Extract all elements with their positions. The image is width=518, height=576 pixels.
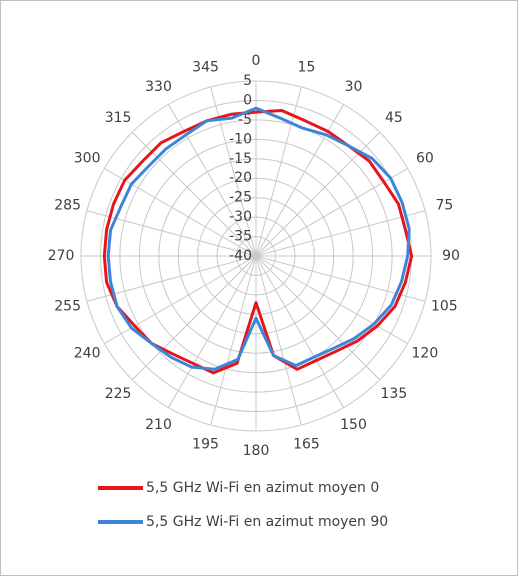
angle-tick-label: 300: [74, 151, 101, 167]
series-line: [102, 109, 414, 375]
legend-label: 5,5 GHz Wi-Fi en azimut moyen 0: [146, 480, 379, 496]
angle-tick-label: 270: [48, 248, 75, 264]
grid-spoke: [168, 104, 257, 257]
angle-tick-label: 165: [293, 436, 320, 452]
angle-tick-label: 180: [243, 443, 270, 459]
angle-tick-label: 255: [54, 298, 81, 314]
radial-tick-label: 5: [243, 73, 252, 89]
grid-spoke: [255, 255, 408, 344]
radial-tick-label: -40: [229, 248, 252, 264]
radial-tick-label: -10: [229, 131, 252, 147]
grid-spoke: [168, 255, 257, 408]
angle-tick-label: 240: [74, 346, 101, 362]
radial-tick-label: -30: [229, 209, 252, 225]
radial-tick-label: -20: [229, 170, 252, 186]
angle-tick-label: 0: [252, 53, 261, 69]
radial-tick-label: -35: [229, 229, 252, 245]
angle-tick-label: 195: [192, 436, 219, 452]
angle-tick-label: 60: [416, 151, 434, 167]
angle-tick-label: 225: [105, 386, 132, 402]
radial-tick-label: -25: [229, 190, 252, 206]
angle-tick-label: 315: [105, 110, 132, 126]
grid-spoke: [210, 255, 257, 426]
legend-label: 5,5 GHz Wi-Fi en azimut moyen 90: [146, 514, 388, 530]
angle-tick-label: 45: [385, 110, 403, 126]
angle-tick-label: 210: [145, 417, 172, 433]
angle-tick-label: 150: [340, 417, 367, 433]
grid-spoke: [255, 210, 426, 257]
angle-tick-label: 285: [54, 198, 81, 214]
angle-tick-label: 345: [192, 60, 219, 76]
radial-tick-label: 0: [243, 92, 252, 108]
grid-spoke: [131, 255, 257, 381]
grid-spoke: [255, 168, 408, 257]
grid-spoke: [104, 255, 257, 344]
grid-spoke: [255, 255, 344, 408]
angle-tick-label: 90: [442, 248, 460, 264]
grid-spoke: [210, 86, 257, 257]
angle-tick-label: 120: [412, 346, 439, 362]
radial-tick-label: -5: [238, 112, 252, 128]
grid-spoke: [255, 255, 381, 381]
angle-tick-label: 105: [431, 298, 458, 314]
angle-tick-label: 135: [381, 386, 408, 402]
angle-tick-label: 330: [145, 79, 172, 95]
radial-tick-label: -15: [229, 151, 252, 167]
grid-spoke: [255, 104, 344, 257]
grid-spoke: [255, 255, 302, 426]
series-line: [106, 106, 411, 371]
angle-tick-label: 30: [345, 79, 363, 95]
angle-tick-label: 15: [298, 60, 316, 76]
grid-spoke: [104, 168, 257, 257]
angle-tick-label: 75: [435, 198, 453, 214]
